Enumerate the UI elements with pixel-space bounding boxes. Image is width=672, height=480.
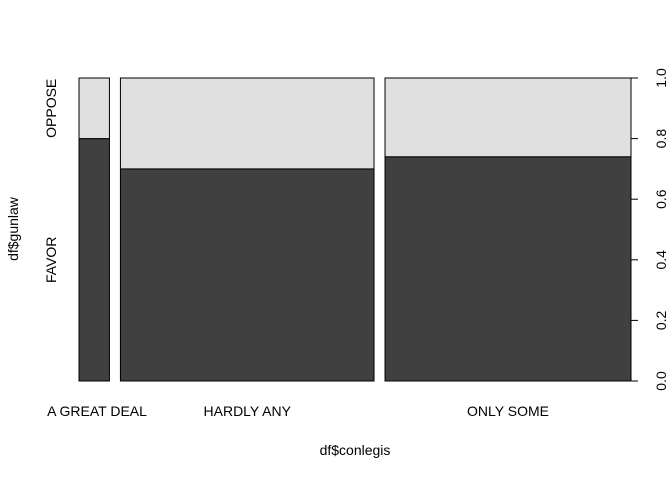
- right-axis: 0.0 0.2 0.4 0.6 0.8 1.0: [630, 68, 669, 391]
- tile-oppose-a-great-deal: [78, 77, 110, 140]
- y-tick-label: OPPOSE: [43, 79, 59, 138]
- tile-favor-only-some: [384, 156, 632, 382]
- x-axis-title: df$conlegis: [320, 442, 391, 458]
- y-tick-label: FAVOR: [43, 237, 59, 283]
- x-tick-labels: A GREAT DEAL HARDLY ANY ONLY SOME: [47, 403, 549, 419]
- y-tick-labels: FAVOR OPPOSE: [43, 79, 59, 283]
- tile-favor-a-great-deal: [78, 138, 110, 382]
- right-axis-tick-label: 0.6: [653, 189, 669, 209]
- tile-oppose-hardly-any: [119, 77, 375, 170]
- right-axis-tick-label: 0.2: [653, 310, 669, 330]
- y-axis-title: df$gunlaw: [5, 196, 21, 261]
- x-tick-label: HARDLY ANY: [204, 403, 292, 419]
- right-axis-tick-label: 0.0: [653, 371, 669, 391]
- x-tick-label: A GREAT DEAL: [47, 403, 147, 419]
- right-axis-tick-label: 0.4: [653, 250, 669, 270]
- mosaic-tiles: [78, 77, 632, 382]
- right-axis-tick-label: 1.0: [653, 68, 669, 88]
- x-tick-label: ONLY SOME: [467, 403, 549, 419]
- right-axis-tick-label: 0.8: [653, 129, 669, 149]
- tile-oppose-only-some: [384, 77, 632, 158]
- tile-favor-hardly-any: [119, 168, 375, 382]
